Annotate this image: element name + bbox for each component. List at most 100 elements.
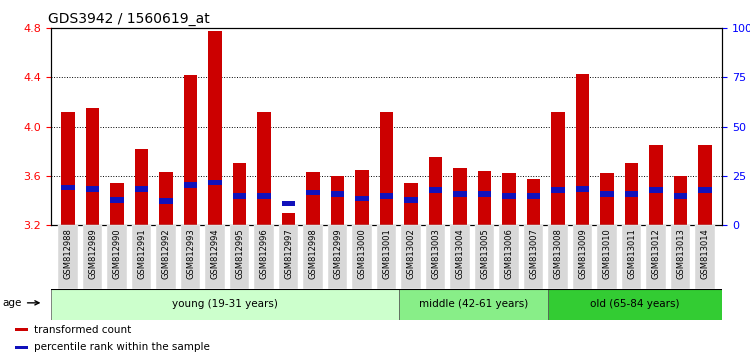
Bar <box>576 74 590 225</box>
FancyBboxPatch shape <box>401 225 421 289</box>
Text: GSM813006: GSM813006 <box>505 228 514 279</box>
Bar <box>380 194 393 199</box>
Text: GSM813009: GSM813009 <box>578 228 587 279</box>
Bar <box>233 194 246 199</box>
Bar <box>209 180 222 185</box>
Bar <box>625 191 638 196</box>
Bar <box>62 185 75 190</box>
FancyBboxPatch shape <box>573 225 592 289</box>
Bar <box>257 112 271 225</box>
Text: GSM812998: GSM812998 <box>309 228 318 279</box>
Bar <box>576 186 590 192</box>
Bar <box>135 149 148 225</box>
Bar <box>527 194 540 199</box>
Text: GSM813005: GSM813005 <box>480 228 489 279</box>
FancyBboxPatch shape <box>156 225 176 289</box>
Text: GSM813002: GSM813002 <box>406 228 416 279</box>
Bar <box>399 289 548 320</box>
Bar <box>307 172 320 225</box>
FancyBboxPatch shape <box>524 225 544 289</box>
FancyBboxPatch shape <box>107 225 127 289</box>
Text: age: age <box>2 298 39 308</box>
Text: GSM812994: GSM812994 <box>211 228 220 279</box>
Bar <box>15 346 28 349</box>
Bar <box>62 112 75 225</box>
Bar <box>15 329 28 331</box>
Text: middle (42-61 years): middle (42-61 years) <box>419 299 528 309</box>
Bar <box>86 108 100 225</box>
Bar <box>548 289 722 320</box>
Bar <box>209 31 222 225</box>
Text: GSM813007: GSM813007 <box>529 228 538 279</box>
Text: GSM813004: GSM813004 <box>455 228 464 279</box>
Bar <box>454 191 466 196</box>
Bar <box>674 176 687 225</box>
FancyBboxPatch shape <box>206 225 225 289</box>
Text: young (19-31 years): young (19-31 years) <box>172 299 278 309</box>
FancyBboxPatch shape <box>132 225 152 289</box>
Bar <box>160 172 173 225</box>
Bar <box>551 187 565 193</box>
Bar <box>600 173 613 225</box>
FancyBboxPatch shape <box>548 225 568 289</box>
FancyBboxPatch shape <box>328 225 347 289</box>
FancyBboxPatch shape <box>597 225 617 289</box>
Text: GSM812992: GSM812992 <box>162 228 171 279</box>
Bar <box>429 157 442 225</box>
Text: GSM813003: GSM813003 <box>431 228 440 279</box>
Bar <box>282 212 296 225</box>
Text: GSM812997: GSM812997 <box>284 228 293 279</box>
Text: GSM813008: GSM813008 <box>554 228 562 279</box>
Text: GSM813010: GSM813010 <box>602 228 611 279</box>
Text: GSM813000: GSM813000 <box>358 228 367 279</box>
FancyBboxPatch shape <box>303 225 323 289</box>
Bar <box>184 182 197 188</box>
Text: GSM812996: GSM812996 <box>260 228 268 279</box>
Text: GSM812991: GSM812991 <box>137 228 146 279</box>
Text: GSM812995: GSM812995 <box>236 228 244 279</box>
FancyBboxPatch shape <box>352 225 372 289</box>
Text: percentile rank within the sample: percentile rank within the sample <box>34 342 210 352</box>
Text: transformed count: transformed count <box>34 325 131 335</box>
Bar <box>551 112 565 225</box>
Text: GSM813013: GSM813013 <box>676 228 685 279</box>
FancyBboxPatch shape <box>58 225 78 289</box>
Bar <box>331 191 344 196</box>
FancyBboxPatch shape <box>622 225 641 289</box>
Text: GSM812993: GSM812993 <box>186 228 195 279</box>
Bar <box>135 186 148 192</box>
Bar <box>51 289 399 320</box>
Bar <box>110 197 124 203</box>
Bar <box>282 201 296 206</box>
FancyBboxPatch shape <box>450 225 470 289</box>
Bar <box>184 75 197 225</box>
Text: GDS3942 / 1560619_at: GDS3942 / 1560619_at <box>48 12 209 26</box>
Bar <box>478 171 491 225</box>
Text: old (65-84 years): old (65-84 years) <box>590 299 680 309</box>
Bar <box>429 187 442 193</box>
Bar <box>110 183 124 225</box>
FancyBboxPatch shape <box>426 225 445 289</box>
Text: GSM813011: GSM813011 <box>627 228 636 279</box>
FancyBboxPatch shape <box>181 225 200 289</box>
Bar <box>307 190 320 195</box>
Bar <box>160 198 173 204</box>
Bar <box>503 194 516 199</box>
Text: GSM812989: GSM812989 <box>88 228 98 279</box>
Bar <box>698 187 712 193</box>
Bar <box>380 112 393 225</box>
Bar <box>503 173 516 225</box>
FancyBboxPatch shape <box>695 225 715 289</box>
FancyBboxPatch shape <box>279 225 298 289</box>
Bar <box>454 168 466 225</box>
FancyBboxPatch shape <box>376 225 397 289</box>
Text: GSM812999: GSM812999 <box>333 228 342 279</box>
Text: GSM813012: GSM813012 <box>652 228 661 279</box>
Bar <box>404 183 418 225</box>
FancyBboxPatch shape <box>475 225 494 289</box>
Bar <box>625 164 638 225</box>
Text: GSM813001: GSM813001 <box>382 228 392 279</box>
FancyBboxPatch shape <box>500 225 519 289</box>
Bar <box>86 186 100 192</box>
Bar <box>331 176 344 225</box>
